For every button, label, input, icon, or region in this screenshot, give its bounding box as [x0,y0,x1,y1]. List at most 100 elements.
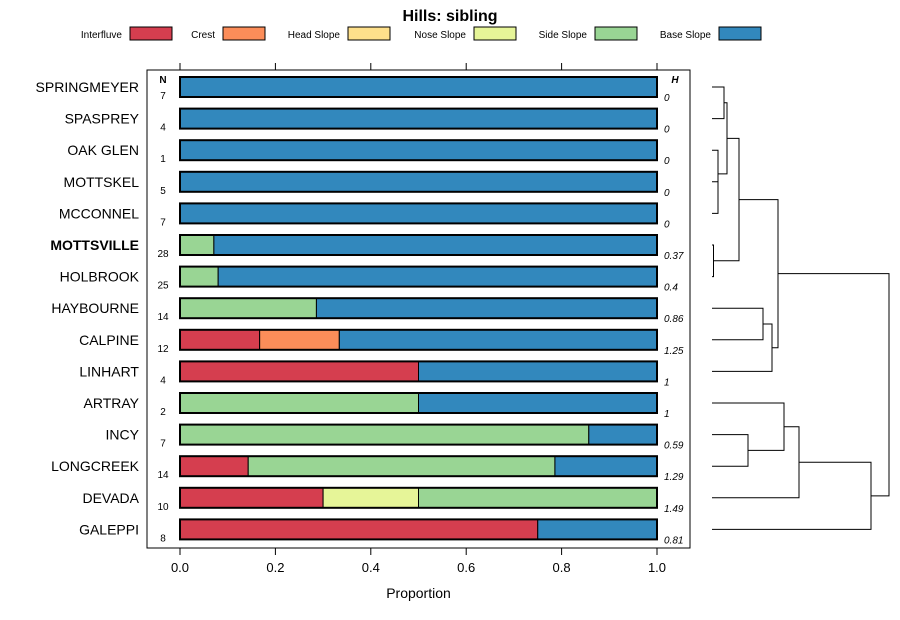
n-value: 4 [160,123,166,134]
bar-row: HAYBOURNE 14 0.86 [51,297,684,325]
legend: Interfluve Crest Head Slope Nose Slope Side … [81,26,762,41]
h-value: 1.29 [664,472,684,483]
bar-segment [418,487,658,509]
bar-segment [247,455,556,477]
dendrogram [712,86,890,530]
legend-label: Side Slope [539,30,588,41]
bar-segment [537,518,658,540]
dendrogram-link [712,149,719,198]
bar-segment [179,487,324,509]
bar-row: ARTRAY 2 1 [84,392,670,420]
legend-label: Crest [191,30,215,41]
bar-segment [179,202,658,224]
row-label: SPRINGMEYER [36,79,139,95]
n-value: 7 [160,217,166,228]
bar-outline [179,265,658,288]
bar-segment [418,392,658,414]
bar-row: MOTTSKEL 5 0 [64,170,670,199]
dendrogram-link [718,102,728,175]
row-label: LONGCREEK [51,458,140,474]
legend-label: Base Slope [660,30,712,41]
bar-row: MCCONNEL 7 0 [59,202,670,230]
bar-segment [179,266,219,288]
n-value: 4 [160,375,166,386]
legend-swatch [129,26,173,41]
bar-segment [179,360,419,382]
h-value: 0 [664,125,670,136]
bar-row: SPASPREY 4 0 [65,107,670,136]
bar-row: SPRINGMEYER 7 0 [36,76,670,104]
bar-segment [315,297,658,319]
n-value: 14 [157,470,169,481]
legend-swatch [222,26,266,41]
row-label: HAYBOURNE [51,300,139,316]
dendrogram-link [778,273,890,497]
bar-row: HOLBROOK 25 0.4 [60,265,678,294]
bar-outline [179,202,658,225]
bar-segment [554,455,658,477]
dendrogram-link [713,137,740,262]
bar-segment [179,392,419,414]
bar-segment [418,360,658,382]
row-label: LINHART [79,363,139,379]
n-value: 10 [157,502,169,513]
n-value: 8 [160,533,166,544]
legend-label: Interfluve [81,30,123,41]
h-header: H [671,75,679,86]
bar-row: OAK GLEN 1 0 [67,139,670,167]
h-value: 1.49 [664,504,684,515]
row-label: INCY [106,427,140,443]
bar-outline [179,392,658,414]
chart-title: Hills: sibling [402,8,497,25]
bar-segment [322,487,420,509]
n-value: 1 [160,154,166,165]
bar-segment [338,329,658,351]
n-value: 14 [157,312,169,323]
legend-label: Head Slope [288,30,341,41]
plot-frame [146,69,691,549]
h-value: 0.81 [664,535,683,546]
bar-row: GALEPPI 8 0.81 [79,518,683,546]
bar-segment [179,518,539,540]
n-value: 7 [160,91,166,102]
h-value: 0.86 [664,314,684,325]
n-value: 7 [160,439,166,450]
n-header: N [159,75,166,86]
bar-outline [179,360,658,383]
row-label: SPASPREY [65,111,140,127]
row-label: ARTRAY [84,395,140,411]
row-label: DEVADA [82,490,139,506]
h-value: 0.4 [664,283,678,294]
bar-outline [179,423,658,446]
dendrogram-link [712,461,872,530]
bar-segment [259,329,340,351]
row-label: MOTTSKEL [64,174,140,190]
bar-row: LINHART 4 1 [79,360,670,388]
row-label: GALEPPI [79,521,139,537]
n-value: 28 [157,249,169,260]
bar-segment [179,234,215,256]
x-tick-label: 0.2 [266,560,284,575]
row-label: HOLBROOK [60,269,140,285]
bar-outline [179,297,658,320]
dendrogram-link [712,434,749,467]
bar-outline [179,139,658,162]
n-value: 25 [157,281,169,292]
n-value: 2 [160,407,166,418]
bar-outline [179,328,658,351]
bar-row: DEVADA 10 1.49 [82,486,684,515]
n-value: 5 [160,186,166,197]
h-value: 0 [664,188,670,199]
x-tick-label: 1.0 [648,560,666,575]
bar-outline [179,486,658,509]
h-value: 0.59 [664,441,684,452]
bar-segment [179,171,658,193]
legend-label: Nose Slope [414,30,466,41]
bar-outline [179,107,658,130]
bar-segment [588,424,658,446]
dendrogram-link [712,244,714,278]
x-tick-label: 0.6 [457,560,475,575]
bar-outline [179,170,658,193]
